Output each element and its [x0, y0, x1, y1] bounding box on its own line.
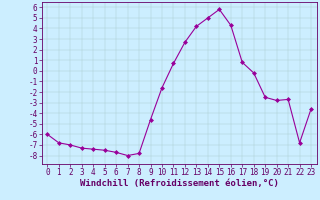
X-axis label: Windchill (Refroidissement éolien,°C): Windchill (Refroidissement éolien,°C): [80, 179, 279, 188]
